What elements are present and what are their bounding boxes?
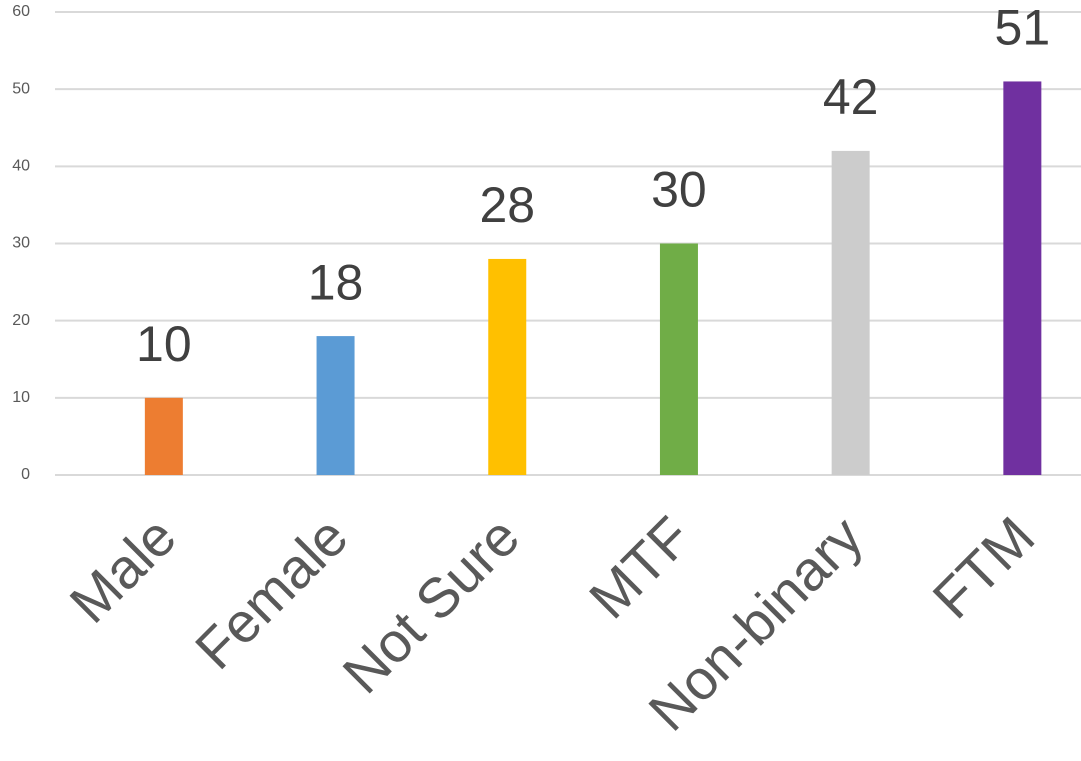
data-label: 30: [651, 162, 707, 218]
x-tick-label: Female: [183, 504, 360, 681]
bar: [488, 258, 527, 475]
y-tick-label: 30: [12, 235, 30, 252]
bar: [659, 243, 698, 475]
y-tick-label: 50: [12, 80, 30, 97]
data-label: 10: [136, 316, 192, 372]
y-tick-label: 20: [12, 312, 30, 329]
bar: [831, 150, 870, 475]
data-label: 42: [823, 69, 879, 125]
bar: [1003, 81, 1042, 475]
y-tick-label: 40: [12, 158, 30, 175]
bar: [144, 397, 183, 475]
data-label: 18: [308, 254, 364, 310]
x-tick-label: Not Sure: [330, 504, 531, 705]
y-tick-label: 0: [21, 466, 30, 483]
x-tick-label: FTM: [920, 504, 1046, 630]
bar: [316, 336, 355, 475]
x-tick-label: MTF: [577, 504, 703, 630]
y-tick-label: 60: [12, 3, 30, 20]
data-label: 28: [479, 177, 535, 233]
y-tick-label: 10: [12, 389, 30, 406]
data-label: 51: [995, 0, 1051, 56]
x-tick-label: Male: [57, 504, 187, 634]
